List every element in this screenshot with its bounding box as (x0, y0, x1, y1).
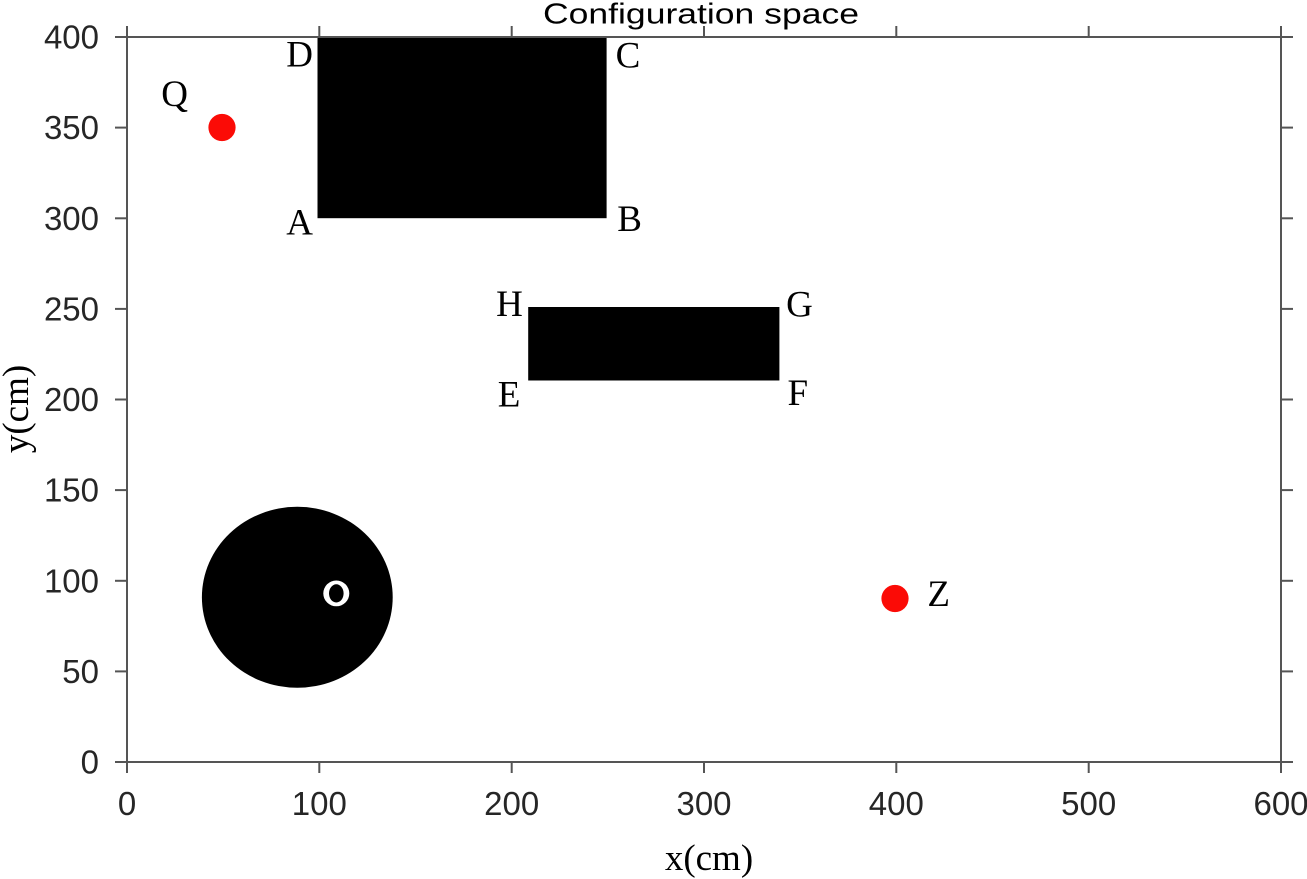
svg-text:E: E (498, 375, 521, 416)
svg-text:300: 300 (676, 785, 731, 822)
svg-text:G: G (786, 285, 813, 326)
svg-text:B: B (617, 199, 642, 240)
svg-text:400: 400 (869, 785, 924, 822)
svg-text:0: 0 (81, 744, 99, 781)
svg-text:C: C (616, 35, 641, 76)
svg-text:Q: Q (161, 74, 188, 115)
svg-text:A: A (286, 202, 313, 243)
svg-text:H: H (496, 284, 523, 325)
svg-text:100: 100 (292, 785, 347, 822)
svg-text:500: 500 (1061, 785, 1116, 822)
svg-text:D: D (286, 35, 313, 76)
svg-text:200: 200 (44, 381, 99, 418)
svg-text:Z: Z (927, 574, 950, 615)
svg-text:400: 400 (44, 19, 99, 56)
svg-text:Configuration space: Configuration space (543, 0, 859, 31)
svg-text:50: 50 (62, 653, 99, 690)
svg-text:0: 0 (118, 785, 136, 822)
svg-text:600: 600 (1253, 785, 1307, 822)
svg-text:250: 250 (44, 290, 99, 327)
svg-text:x(cm): x(cm) (665, 838, 753, 879)
svg-text:y(cm): y(cm) (0, 365, 37, 453)
svg-text:F: F (788, 373, 809, 414)
svg-text:200: 200 (484, 785, 539, 822)
svg-text:150: 150 (44, 472, 99, 509)
svg-text:100: 100 (44, 562, 99, 599)
svg-text:350: 350 (44, 109, 99, 146)
svg-text:300: 300 (44, 200, 99, 237)
